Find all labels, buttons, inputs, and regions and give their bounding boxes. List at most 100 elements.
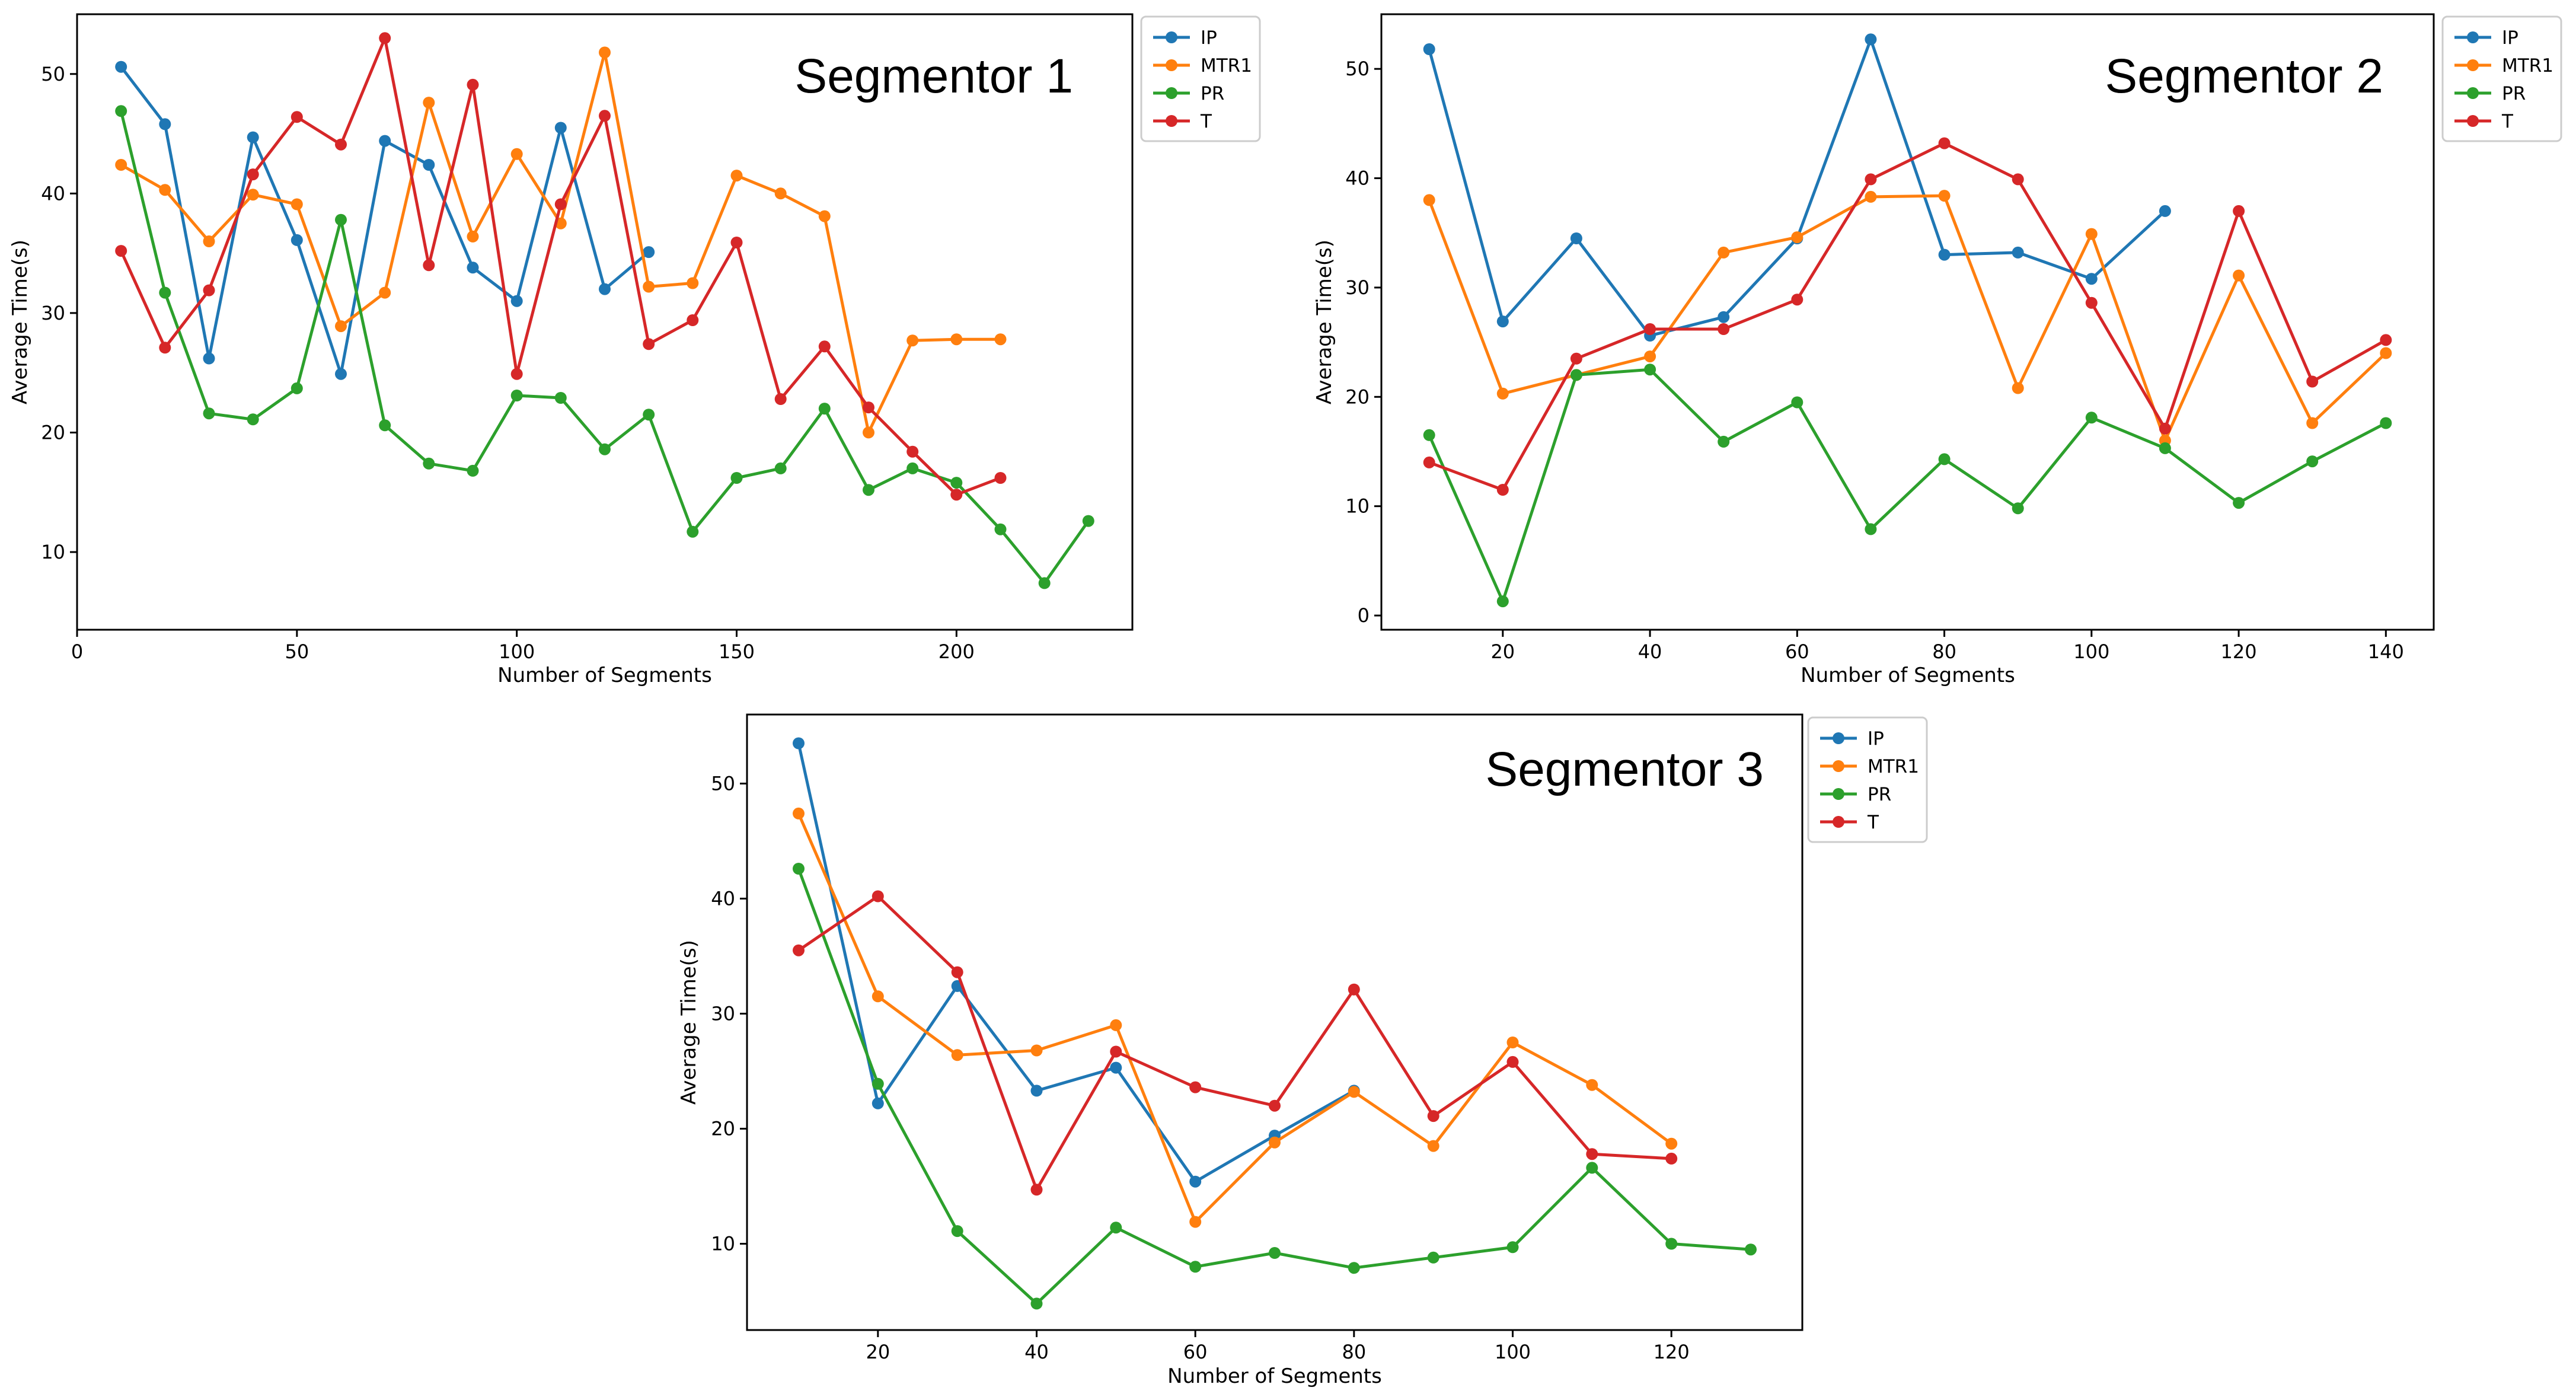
legend-label-ip: IP <box>1868 728 1884 750</box>
data-point-ip <box>1865 33 1877 46</box>
data-point-t <box>1110 1045 1122 1058</box>
data-point-t <box>994 472 1007 484</box>
data-point-ip <box>159 118 171 130</box>
data-point-ip <box>2085 273 2098 285</box>
data-point-t <box>793 944 805 956</box>
series-line-ip <box>797 742 1356 1184</box>
data-point-pr <box>730 472 743 484</box>
legend-label-pr: PR <box>2502 83 2526 104</box>
x-tick-label: 50 <box>285 640 309 663</box>
axis-ticks: 20 40 60 80 100 120 140 0 10 20 30 40 50 <box>1345 58 2404 663</box>
data-point-pr <box>1496 595 1509 608</box>
data-point-t <box>1665 1152 1678 1165</box>
data-point-pr <box>1423 429 1435 441</box>
data-point-mtr1 <box>643 280 655 293</box>
data-point-mtr1 <box>115 159 127 171</box>
legend-label-mtr1: MTR1 <box>2502 55 2553 76</box>
data-point-pr <box>247 413 259 426</box>
data-point-ip <box>510 295 523 307</box>
legend: IP MTR1 PR T <box>1807 716 1928 843</box>
data-point-mtr1 <box>510 148 523 160</box>
data-point-pr <box>872 1077 884 1090</box>
series-mtr1 <box>115 46 1007 439</box>
data-point-t <box>1423 456 1435 468</box>
legend-marker-mtr1 <box>2467 59 2479 71</box>
series-mtr1 <box>1423 190 2392 447</box>
x-tick-label: 100 <box>1495 1341 1531 1363</box>
data-point-pr <box>818 403 831 415</box>
x-tick-label: 140 <box>2368 640 2404 663</box>
data-point-ip <box>423 159 435 171</box>
data-point-mtr1 <box>2380 347 2392 359</box>
data-point-t <box>467 78 479 91</box>
plot-lines <box>115 32 1094 589</box>
data-point-mtr1 <box>950 333 963 346</box>
data-point-t <box>906 445 919 458</box>
data-point-mtr1 <box>1644 350 1656 363</box>
data-point-t <box>1791 294 1803 306</box>
data-point-mtr1 <box>291 198 303 211</box>
data-point-ip <box>2159 205 2171 217</box>
data-point-pr <box>115 105 127 117</box>
data-point-ip <box>1423 43 1435 55</box>
data-point-t <box>2306 375 2319 388</box>
data-point-ip <box>2012 246 2024 259</box>
data-point-t <box>335 138 347 151</box>
x-axis-label: Number of Segments <box>1167 1364 1382 1388</box>
data-point-ip <box>1718 311 1730 323</box>
data-point-t <box>774 393 787 405</box>
data-point-t <box>2380 334 2392 346</box>
legend-label-pr: PR <box>1201 83 1224 104</box>
y-axis-label: Average Time(s) <box>1313 240 1336 404</box>
data-point-mtr1 <box>994 333 1007 346</box>
data-point-t <box>1427 1110 1439 1122</box>
data-point-mtr1 <box>203 235 215 247</box>
data-point-t <box>2085 296 2098 309</box>
legend-frame <box>1807 716 1928 843</box>
data-point-pr <box>1586 1162 1598 1174</box>
data-point-pr <box>793 863 805 875</box>
data-point-t <box>423 259 435 272</box>
data-point-mtr1 <box>2012 382 2024 394</box>
data-point-mtr1 <box>1496 387 1509 400</box>
data-point-mtr1 <box>1665 1137 1678 1150</box>
data-point-ip <box>115 60 127 73</box>
data-point-t <box>1586 1148 1598 1160</box>
chart-segmentor-3: Segmentor 3 Number of Segments Average T… <box>677 713 1928 1388</box>
legend-entry-pr: PR <box>1153 83 1224 104</box>
data-point-mtr1 <box>793 807 805 819</box>
series-pr <box>1423 363 2392 608</box>
legend-label-t: T <box>2501 111 2514 132</box>
data-point-pr <box>2085 412 2098 424</box>
data-point-pr <box>1570 369 1582 381</box>
data-point-t <box>2012 173 2024 186</box>
data-point-ip <box>1496 315 1509 328</box>
data-point-ip <box>203 352 215 365</box>
x-tick-label: 80 <box>1932 640 1956 663</box>
plot-area-frame <box>76 13 1134 631</box>
data-point-t <box>863 401 874 414</box>
data-point-pr <box>2012 502 2024 515</box>
plot-lines <box>793 737 1757 1310</box>
y-tick-label: 30 <box>711 1002 735 1025</box>
series-t <box>115 32 1007 501</box>
x-tick-label: 100 <box>2073 640 2109 663</box>
x-tick-label: 60 <box>1785 640 1809 663</box>
y-axis-label: Average Time(s) <box>677 940 701 1105</box>
data-point-pr <box>1506 1241 1519 1254</box>
data-point-pr <box>1348 1262 1360 1274</box>
chart-segmentor-2: Segmentor 2 Number of Segments Average T… <box>1313 13 2562 687</box>
data-point-t <box>159 342 171 354</box>
legend-entry-pr: PR <box>1820 784 1891 805</box>
y-tick-label: 0 <box>1358 604 1370 627</box>
plot-area-frame <box>746 713 1803 1331</box>
data-point-ip <box>247 131 259 143</box>
data-point-mtr1 <box>335 320 347 333</box>
data-point-pr <box>863 484 874 496</box>
legend-entry-pr: PR <box>2454 83 2526 104</box>
x-tick-label: 20 <box>866 1341 890 1363</box>
data-point-pr <box>643 409 655 421</box>
data-point-pr <box>1082 515 1094 527</box>
x-tick-label: 100 <box>499 640 535 663</box>
